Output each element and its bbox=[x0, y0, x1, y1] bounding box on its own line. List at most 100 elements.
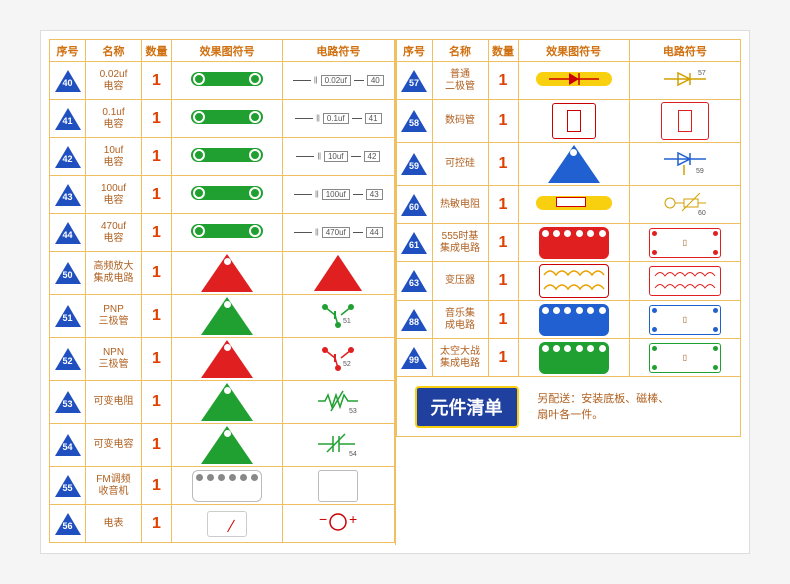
qty-cell: 1 bbox=[142, 100, 172, 138]
svg-text:51: 51 bbox=[343, 318, 351, 325]
name-cell: 普通二极管 bbox=[432, 62, 488, 100]
col-seq: 序号 bbox=[50, 40, 86, 62]
symbol-cell: −+ bbox=[283, 505, 394, 543]
diode-symbol: 57 bbox=[660, 65, 710, 93]
capacitor-shape bbox=[191, 148, 263, 162]
qty-cell: 1 bbox=[142, 138, 172, 176]
shape-cell bbox=[518, 186, 629, 224]
col-name: 名称 bbox=[432, 40, 488, 62]
symbol-cell: 52 bbox=[283, 338, 394, 381]
seq-triangle: 50 bbox=[55, 262, 81, 284]
qty-cell: 1 bbox=[142, 176, 172, 214]
triangle-green bbox=[201, 426, 253, 464]
component-row: 58 数码管 1 bbox=[396, 100, 741, 143]
shape-cell bbox=[172, 252, 283, 295]
symbol-cell: 51 bbox=[283, 295, 394, 338]
capacitor-shape bbox=[191, 224, 263, 238]
svg-text:60: 60 bbox=[698, 210, 706, 217]
seq-triangle: 44 bbox=[55, 222, 81, 244]
qty-cell: 1 bbox=[142, 424, 172, 467]
transistor-symbol: 52 bbox=[313, 344, 363, 372]
digit-symbol bbox=[661, 102, 709, 140]
symbol-cell: ||10uf42 bbox=[283, 138, 394, 176]
name-cell: 热敏电阻 bbox=[432, 186, 488, 224]
col-name: 名称 bbox=[86, 40, 142, 62]
triangle-red bbox=[201, 340, 253, 378]
symbol-cell: ||100uf43 bbox=[283, 176, 394, 214]
seq-triangle: 57 bbox=[401, 70, 427, 92]
seq-triangle: 51 bbox=[55, 305, 81, 327]
triangle-blue bbox=[548, 145, 600, 183]
name-cell: 555时基集成电路 bbox=[432, 224, 488, 262]
component-row: 63 变压器 1 bbox=[396, 262, 741, 301]
seq-cell: 56 bbox=[50, 505, 86, 543]
ic-symbol: ▯ bbox=[649, 228, 721, 258]
seq-triangle: 52 bbox=[55, 348, 81, 370]
col-qty: 数量 bbox=[488, 40, 518, 62]
qty-cell: 1 bbox=[488, 186, 518, 224]
seq-triangle: 58 bbox=[401, 110, 427, 132]
symbol-cell: 59 bbox=[629, 143, 740, 186]
diode-shape bbox=[536, 72, 612, 86]
component-list-sheet: 序号名称数量效果图符号电路符号 40 0.02uf电容 1 ||0.02uf40… bbox=[40, 30, 750, 554]
col-shape: 效果图符号 bbox=[172, 40, 283, 62]
name-cell: 变压器 bbox=[432, 262, 488, 301]
thermistor-shape bbox=[536, 196, 612, 210]
banner-row: 元件清单 另配送：安装底板、磁棒、扇叶各一件。 bbox=[396, 377, 741, 437]
component-row: 51 PNP三极管 1 51 bbox=[50, 295, 395, 338]
seq-cell: 63 bbox=[396, 262, 432, 301]
component-row: 57 普通二极管 1 57 bbox=[396, 62, 741, 100]
seq-cell: 51 bbox=[50, 295, 86, 338]
component-row: 61 555时基集成电路 1 ▯ bbox=[396, 224, 741, 262]
meter-symbol: −+ bbox=[313, 508, 363, 536]
triangle-green bbox=[201, 383, 253, 421]
accessory-note: 另配送：安装底板、磁棒、扇叶各一件。 bbox=[537, 391, 669, 423]
shape-cell bbox=[172, 338, 283, 381]
shape-cell bbox=[172, 381, 283, 424]
qty-cell: 1 bbox=[142, 214, 172, 252]
seq-triangle: 63 bbox=[401, 270, 427, 292]
ic-symbol: ▯ bbox=[649, 343, 721, 373]
right-table-container: 序号名称数量效果图符号电路符号 57 普通二极管 1 57 58 数码管 1 5… bbox=[395, 39, 742, 545]
digit-display bbox=[552, 103, 596, 139]
name-cell: PNP三极管 bbox=[86, 295, 142, 338]
triangle-outline bbox=[316, 257, 360, 289]
svg-text:52: 52 bbox=[343, 361, 351, 368]
component-row: 60 热敏电阻 1 60 bbox=[396, 186, 741, 224]
component-row: 50 高频放大集成电路 1 bbox=[50, 252, 395, 295]
seq-cell: 61 bbox=[396, 224, 432, 262]
capacitor-symbol: ||10uf42 bbox=[285, 151, 391, 162]
ic-block bbox=[539, 227, 609, 259]
capacitor-symbol: ||0.02uf40 bbox=[285, 75, 391, 86]
col-qty: 数量 bbox=[142, 40, 172, 62]
triangle-green bbox=[201, 297, 253, 335]
qty-cell: 1 bbox=[488, 143, 518, 186]
seq-triangle: 42 bbox=[55, 146, 81, 168]
name-cell: 数码管 bbox=[432, 100, 488, 143]
qty-cell: 1 bbox=[142, 62, 172, 100]
qty-cell: 1 bbox=[142, 381, 172, 424]
qty-cell: 1 bbox=[142, 505, 172, 543]
seq-triangle: 54 bbox=[55, 434, 81, 456]
qty-cell: 1 bbox=[488, 262, 518, 301]
name-cell: NPN三极管 bbox=[86, 338, 142, 381]
seq-cell: 42 bbox=[50, 138, 86, 176]
shape-cell bbox=[172, 62, 283, 100]
seq-triangle: 61 bbox=[401, 232, 427, 254]
right-table: 序号名称数量效果图符号电路符号 57 普通二极管 1 57 58 数码管 1 5… bbox=[396, 39, 742, 437]
seq-cell: 44 bbox=[50, 214, 86, 252]
seq-triangle: 40 bbox=[55, 70, 81, 92]
col-symbol: 电路符号 bbox=[283, 40, 394, 62]
left-table-container: 序号名称数量效果图符号电路符号 40 0.02uf电容 1 ||0.02uf40… bbox=[49, 39, 395, 545]
seq-cell: 54 bbox=[50, 424, 86, 467]
capacitor-symbol: ||100uf43 bbox=[285, 189, 391, 200]
component-row: 54 可变电容 1 54 bbox=[50, 424, 395, 467]
qty-cell: 1 bbox=[488, 62, 518, 100]
name-cell: 可控硅 bbox=[432, 143, 488, 186]
seq-triangle: 55 bbox=[55, 475, 81, 497]
svg-text:54: 54 bbox=[349, 451, 357, 458]
seq-cell: 59 bbox=[396, 143, 432, 186]
shape-cell bbox=[172, 505, 283, 543]
shape-cell bbox=[172, 176, 283, 214]
seq-cell: 52 bbox=[50, 338, 86, 381]
